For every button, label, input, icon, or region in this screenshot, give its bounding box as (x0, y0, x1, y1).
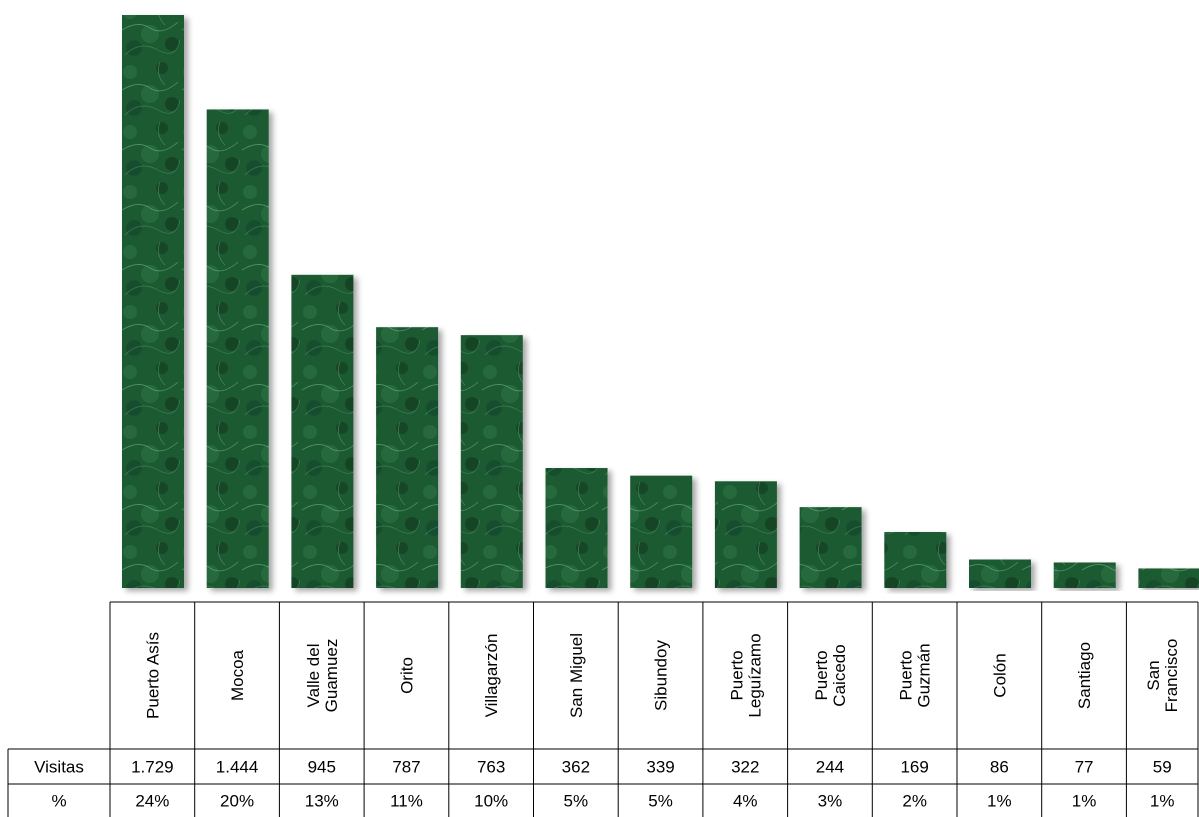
category-label: San Miguel (567, 633, 586, 718)
visits-value: 59 (1153, 758, 1172, 777)
category-label: PuertoCaicedo (812, 644, 849, 706)
row-label: % (51, 792, 66, 811)
percent-value: 2% (902, 792, 927, 811)
category-label: Villagarzón (482, 634, 501, 718)
bar-6 (545, 468, 608, 588)
percent-value: 13% (305, 792, 339, 811)
visits-value: 1.444 (216, 758, 259, 777)
percent-value: 1% (1150, 792, 1175, 811)
percent-value: 4% (733, 792, 758, 811)
visits-value: 322 (731, 758, 759, 777)
percent-value: 20% (220, 792, 254, 811)
percent-value: 1% (1072, 792, 1097, 811)
category-label: Puerto Asís (143, 632, 162, 719)
visits-value: 362 (562, 758, 590, 777)
bar-9 (799, 507, 862, 588)
bar-12 (1053, 562, 1116, 588)
category-label: Mocoa (228, 649, 247, 701)
visits-value: 169 (900, 758, 928, 777)
category-label: Santiago (1075, 642, 1094, 709)
visits-value: 86 (990, 758, 1009, 777)
category-label: PuertoGuzmán (897, 643, 934, 707)
data-table: Puerto Asís Mocoa Valle delGuamuez Orito Vil… (7, 601, 1199, 817)
bar-4 (376, 327, 439, 588)
visits-value: 787 (392, 758, 420, 777)
bar-5 (460, 335, 523, 588)
bar-1 (122, 15, 184, 588)
visits-value: 77 (1075, 758, 1094, 777)
bar-13 (1138, 568, 1199, 588)
percent-value: 5% (648, 792, 673, 811)
visits-value: 945 (308, 758, 336, 777)
percent-value: 5% (564, 792, 589, 811)
visits-value: 1.729 (131, 758, 174, 777)
bar-8 (714, 481, 777, 588)
category-label: Sibundoy (652, 640, 671, 711)
percent-value: 1% (987, 792, 1012, 811)
visits-value: 339 (646, 758, 674, 777)
visits-value: 244 (816, 758, 844, 777)
bar-3 (291, 274, 354, 588)
percent-value: 3% (818, 792, 843, 811)
percent-value: 11% (390, 792, 423, 811)
category-label: Colón (990, 653, 1009, 697)
category-label: PuertoLeguízamo (727, 633, 764, 717)
row-label: Visitas (34, 758, 84, 777)
category-label: Orito (397, 657, 416, 694)
bars (122, 15, 1199, 588)
bar-2 (206, 109, 269, 588)
percent-value: 24% (135, 792, 169, 811)
visits-value: 763 (477, 758, 505, 777)
category-label: Valle delGuamuez (304, 639, 341, 713)
bar-10 (884, 531, 947, 588)
category-label: SanFrancisco (1144, 639, 1181, 713)
bar-7 (630, 475, 693, 588)
bar-11 (969, 559, 1031, 588)
percent-value: 10% (474, 792, 508, 811)
